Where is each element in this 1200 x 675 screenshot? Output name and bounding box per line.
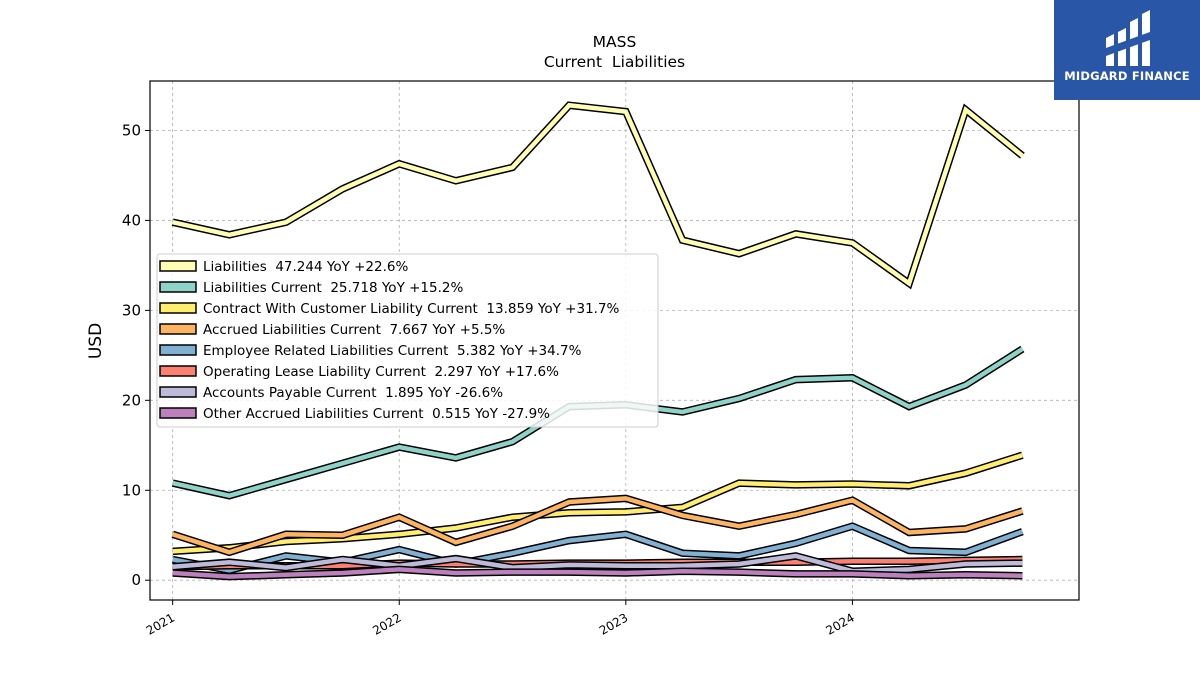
series-line-5 xyxy=(172,523,1024,573)
legend-label: Employee Related Liabilities Current 5.3… xyxy=(203,343,582,359)
y-tick-label: 30 xyxy=(122,301,141,319)
series-line-8 xyxy=(172,567,1023,579)
legend-swatch xyxy=(159,302,197,314)
legend-label: Accrued Liabilities Current 7.667 YoY +5… xyxy=(203,322,505,338)
legend-label: Accounts Payable Current 1.895 YoY -26.6… xyxy=(203,385,503,401)
legend-label: Liabilities 47.244 YoY +22.6% xyxy=(203,259,408,275)
legend-label: Other Accrued Liabilities Current 0.515 … xyxy=(203,406,550,422)
legend-label: Liabilities Current 25.718 YoY +15.2% xyxy=(203,280,463,296)
y-tick-label: 10 xyxy=(122,481,141,499)
x-tick-label: 2021 xyxy=(144,610,177,637)
chart-title: MASS xyxy=(593,33,637,51)
legend-swatch xyxy=(159,407,197,419)
legend-swatch xyxy=(159,260,197,272)
legend-swatch xyxy=(159,365,197,377)
chart-subtitle: Current Liabilities xyxy=(544,53,685,71)
logo-text: MIDGARD FINANCE xyxy=(1064,69,1190,83)
y-axis-label: USD xyxy=(86,323,106,359)
y-tick-label: 50 xyxy=(122,121,141,139)
y-tick-label: 40 xyxy=(122,211,141,229)
legend-box xyxy=(156,253,659,428)
midgard-finance-logo: MIDGARD FINANCE xyxy=(1054,0,1200,100)
series-line-1 xyxy=(172,102,1024,288)
series-line-7 xyxy=(172,553,1023,574)
y-tick-label: 20 xyxy=(122,391,141,409)
legend-label: Contract With Customer Liability Current… xyxy=(203,301,620,317)
legend-swatch xyxy=(159,323,197,335)
series-lines xyxy=(171,101,1025,581)
series-line-4 xyxy=(172,496,1024,555)
legend: Liabilities 47.244 YoY +22.6% Liabilities… xyxy=(156,253,659,428)
legend-swatch xyxy=(159,281,197,293)
x-tick-label: 2024 xyxy=(823,610,856,637)
plot-frame xyxy=(149,80,1080,601)
x-tick-label: 2023 xyxy=(597,610,630,637)
logo-mark-icon xyxy=(1106,10,1150,66)
series-line-3 xyxy=(172,453,1024,554)
y-tick-label: 0 xyxy=(131,571,141,589)
x-tick-label: 2022 xyxy=(370,610,403,637)
legend-label: Operating Lease Liability Current 2.297 … xyxy=(203,364,559,380)
legend-swatch xyxy=(159,386,197,398)
legend-swatch xyxy=(159,344,197,356)
